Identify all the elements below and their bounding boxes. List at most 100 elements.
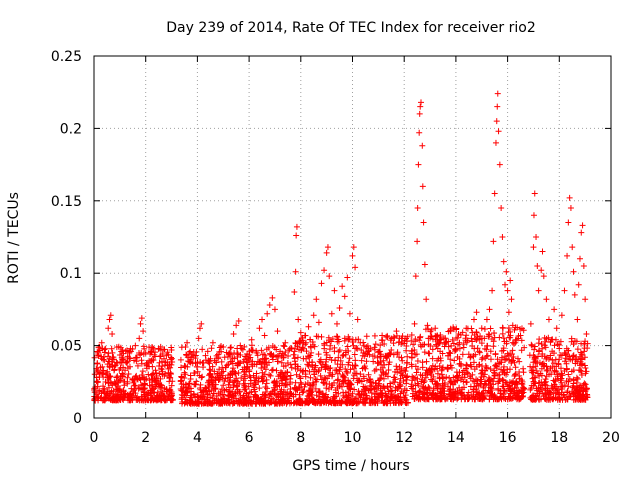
data-point bbox=[209, 339, 216, 346]
data-point bbox=[358, 346, 365, 353]
data-point bbox=[384, 394, 391, 401]
data-point bbox=[253, 349, 260, 356]
data-point bbox=[575, 356, 582, 363]
data-point bbox=[362, 392, 369, 399]
data-point bbox=[259, 360, 266, 367]
data-point bbox=[105, 325, 112, 332]
data-point bbox=[127, 355, 134, 362]
data-point bbox=[222, 375, 229, 382]
data-point bbox=[285, 352, 292, 359]
data-point bbox=[127, 345, 134, 352]
data-point bbox=[152, 367, 159, 374]
data-point bbox=[491, 330, 498, 337]
data-point bbox=[199, 373, 206, 380]
data-point bbox=[517, 332, 524, 339]
data-point bbox=[109, 382, 116, 389]
data-point bbox=[184, 339, 191, 346]
data-point bbox=[541, 381, 548, 388]
data-point bbox=[154, 392, 161, 399]
data-point bbox=[419, 364, 426, 371]
data-point bbox=[429, 362, 436, 369]
data-point bbox=[119, 373, 126, 380]
data-point bbox=[384, 373, 391, 380]
data-point bbox=[489, 386, 496, 393]
x-tick-label: 2 bbox=[141, 430, 150, 446]
data-point bbox=[509, 394, 516, 401]
data-point bbox=[335, 336, 342, 343]
data-point bbox=[573, 338, 580, 345]
data-point bbox=[163, 352, 170, 359]
data-point bbox=[352, 264, 359, 271]
data-point bbox=[218, 386, 225, 393]
data-point bbox=[168, 361, 175, 368]
data-point bbox=[401, 367, 408, 374]
data-point bbox=[165, 373, 172, 380]
data-point bbox=[509, 347, 516, 354]
data-point bbox=[183, 392, 190, 399]
data-point bbox=[330, 393, 337, 400]
data-point bbox=[147, 396, 154, 403]
data-point bbox=[306, 387, 313, 394]
data-point bbox=[187, 376, 194, 383]
data-point bbox=[463, 339, 470, 346]
data-point bbox=[377, 351, 384, 358]
data-point bbox=[358, 357, 365, 364]
data-point bbox=[335, 390, 342, 397]
data-point bbox=[100, 383, 107, 390]
data-point bbox=[465, 370, 472, 377]
data-point bbox=[298, 347, 305, 354]
data-point bbox=[200, 393, 207, 400]
data-point bbox=[363, 333, 370, 340]
x-tick-label: 14 bbox=[447, 430, 465, 446]
data-point bbox=[283, 381, 290, 388]
data-point bbox=[258, 396, 265, 403]
data-point bbox=[352, 357, 359, 364]
data-point bbox=[578, 372, 585, 379]
data-point bbox=[326, 380, 333, 387]
data-point bbox=[527, 386, 534, 393]
data-point bbox=[481, 371, 488, 378]
data-point bbox=[125, 394, 132, 401]
data-point bbox=[530, 396, 537, 403]
data-point bbox=[380, 370, 387, 377]
data-point bbox=[541, 342, 548, 349]
data-point bbox=[122, 367, 129, 374]
data-point bbox=[333, 367, 340, 374]
data-point bbox=[277, 390, 284, 397]
data-point bbox=[416, 337, 423, 344]
data-point bbox=[211, 368, 218, 375]
data-point bbox=[461, 394, 468, 401]
data-point bbox=[106, 391, 113, 398]
data-point bbox=[111, 378, 118, 385]
data-point bbox=[191, 370, 198, 377]
data-point bbox=[542, 385, 549, 392]
data-point bbox=[192, 381, 199, 388]
data-point bbox=[392, 368, 399, 375]
data-point bbox=[581, 396, 588, 403]
data-point bbox=[390, 374, 397, 381]
data-point bbox=[365, 371, 372, 378]
data-point bbox=[331, 400, 338, 407]
data-point bbox=[545, 334, 552, 341]
data-point bbox=[223, 399, 230, 406]
data-point bbox=[583, 331, 590, 338]
data-point bbox=[476, 349, 483, 356]
data-point bbox=[148, 372, 155, 379]
data-point bbox=[550, 360, 557, 367]
data-point bbox=[357, 371, 364, 378]
data-point bbox=[529, 342, 536, 349]
data-point bbox=[451, 379, 458, 386]
data-point bbox=[183, 381, 190, 388]
data-point bbox=[245, 383, 252, 390]
data-point bbox=[282, 339, 289, 346]
data-point bbox=[434, 357, 441, 364]
data-point bbox=[541, 353, 548, 360]
data-point bbox=[295, 316, 302, 323]
data-point bbox=[143, 362, 150, 369]
data-point bbox=[411, 395, 418, 402]
data-point bbox=[453, 325, 460, 332]
data-point bbox=[395, 383, 402, 390]
data-point bbox=[137, 320, 144, 327]
data-point bbox=[91, 371, 98, 378]
